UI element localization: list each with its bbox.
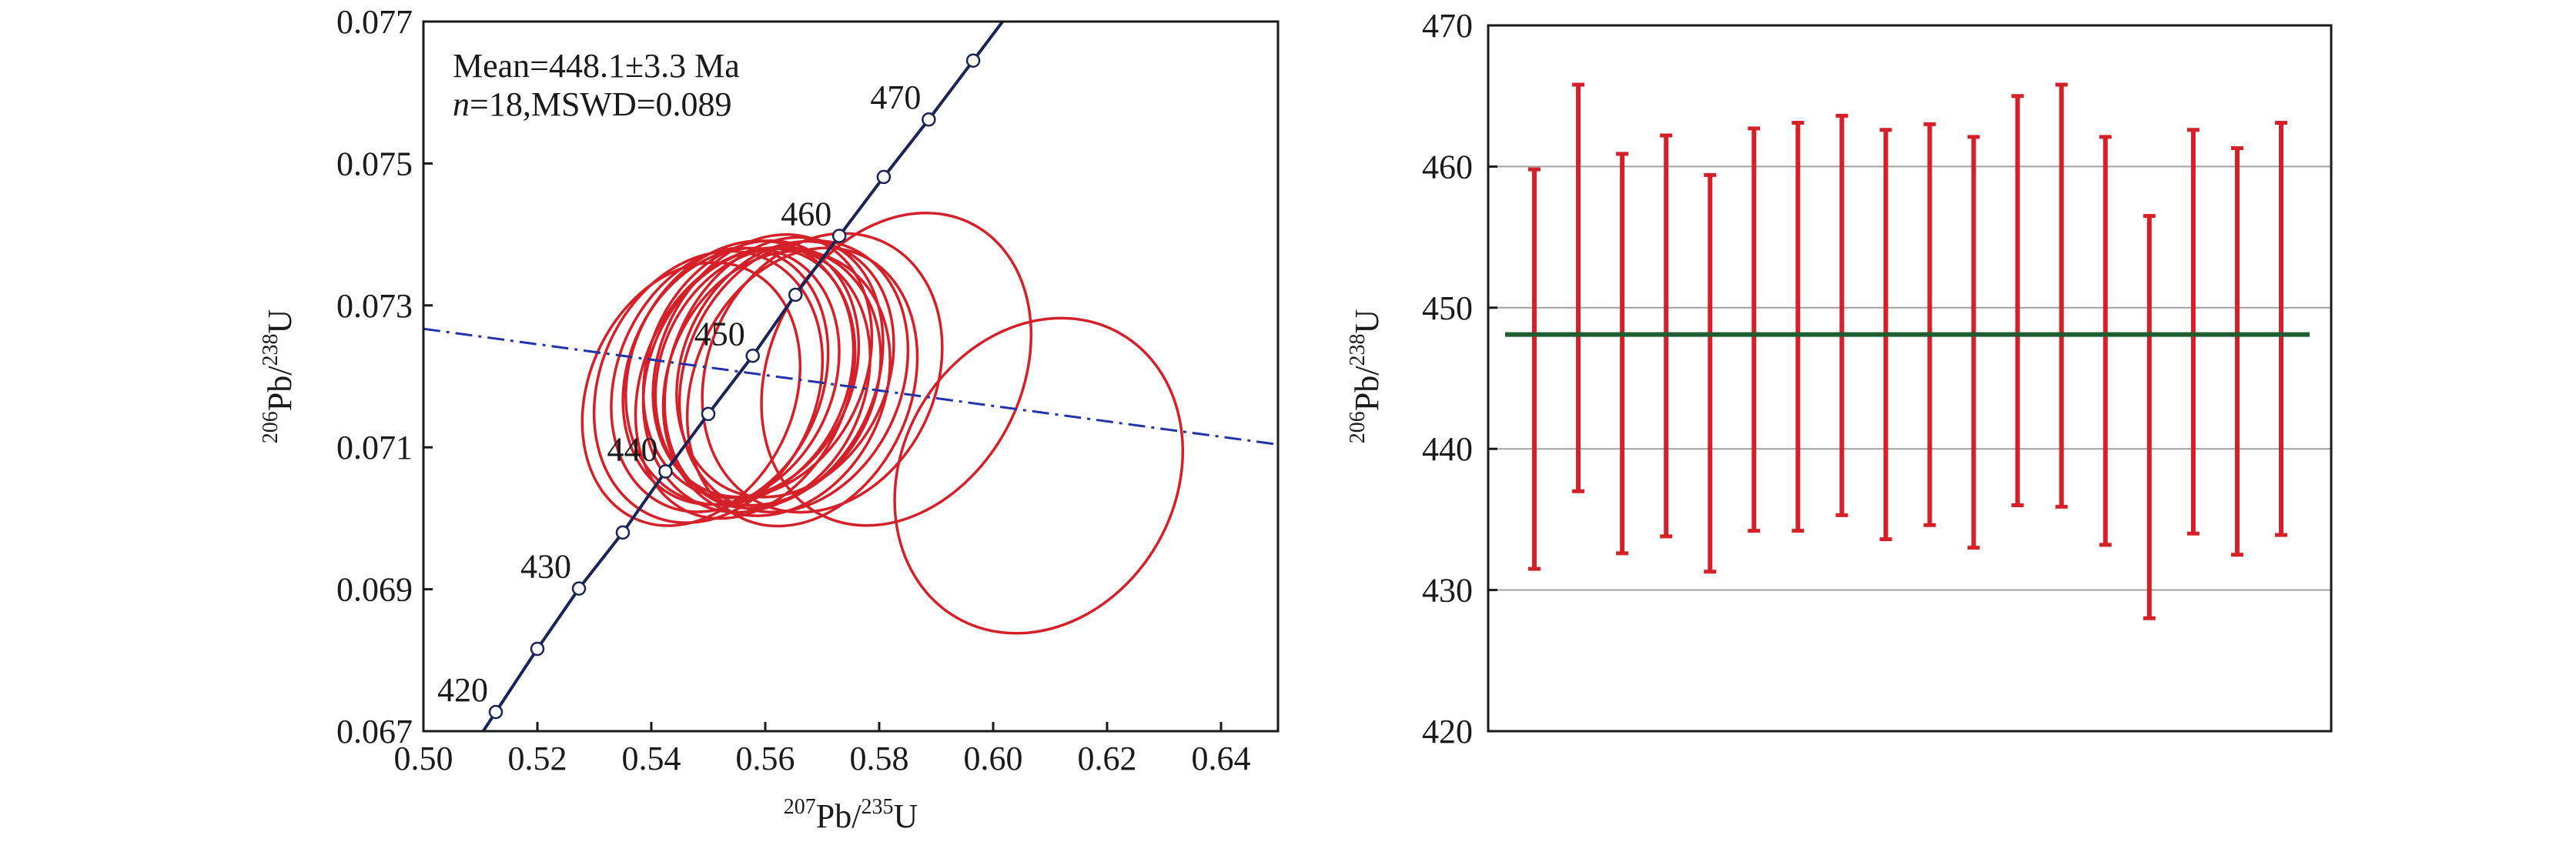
- concordia-curve: [481, 22, 1005, 731]
- error-bar: [2186, 128, 2200, 536]
- age-label: 430: [520, 548, 571, 586]
- errorbar-plot-frame: [1487, 24, 2333, 733]
- error-bar: [2275, 121, 2287, 537]
- age-label: 470: [870, 79, 921, 116]
- age-marker: [701, 406, 716, 422]
- concordia-age-markers: [488, 53, 981, 720]
- error-ellipse: [685, 246, 919, 528]
- error-bar: [1748, 126, 1761, 533]
- age-label: 440: [607, 431, 658, 469]
- error-ellipses: [580, 212, 1185, 635]
- mean-annotation: Mean=448.1±3.3 Ma: [453, 47, 740, 85]
- error-bar: [2230, 146, 2243, 557]
- age-marker: [831, 229, 847, 243]
- age-marker: [488, 704, 503, 720]
- error-bar: [1528, 167, 1541, 571]
- age-marker: [965, 53, 981, 68]
- error-bar: [1923, 122, 1936, 527]
- concordia-x-axis-label: 207Pb/235U: [784, 795, 918, 835]
- x-tick-label: 0.52: [508, 740, 567, 777]
- concordia-y-axis-label: 206Pb/238U: [259, 309, 299, 443]
- y-tick-label: 0.067: [336, 713, 413, 750]
- concordia-ticks: 0.50 0.52 0.54 0.56 0.58 0.60 0.62 0.64 0.067 0.0…: [336, 3, 1251, 777]
- age-marker: [530, 641, 545, 657]
- y-tick-label: 460: [1422, 148, 1473, 185]
- error-bar: [2011, 94, 2024, 508]
- y-tick-label: 440: [1422, 430, 1473, 468]
- error-bar: [1616, 152, 1629, 556]
- age-marker: [745, 349, 760, 363]
- discordia-line: [423, 327, 1278, 446]
- x-tick-label: 0.64: [1192, 740, 1251, 777]
- y-tick-label: 0.073: [336, 287, 413, 325]
- age-marker: [922, 112, 936, 127]
- age-label: 460: [781, 195, 831, 232]
- y-tick-label: 430: [1422, 572, 1473, 610]
- y-tick-label: 420: [1422, 713, 1473, 750]
- age-marker: [876, 169, 892, 185]
- y-tick-label: 0.069: [336, 571, 413, 609]
- errorbar-ticks: 470 460 450 440 430 420: [1422, 7, 1497, 750]
- error-bar: [2099, 135, 2112, 547]
- age-marker: [615, 525, 631, 540]
- x-tick-label: 0.54: [622, 740, 681, 777]
- y-tick-label: 0.075: [336, 145, 413, 182]
- errorbar-panel: 470 460 450 440 430 420 206Pb/238U: [1346, 7, 2333, 750]
- error-ellipse: [701, 232, 944, 514]
- y-tick-label: 0.077: [336, 3, 413, 41]
- y-tick-label: 470: [1422, 7, 1473, 45]
- error-ellipse: [893, 316, 1185, 635]
- age-marker: [571, 581, 587, 596]
- error-ellipse: [592, 249, 825, 524]
- concordia-age-labels: 420 430 440 450 460 470: [437, 79, 921, 709]
- errorbar-y-axis-label: 206Pb/238U: [1346, 309, 1386, 443]
- age-label: 450: [694, 315, 745, 353]
- error-ellipse: [641, 246, 871, 514]
- x-tick-label: 0.58: [850, 740, 909, 777]
- error-ellipse: [677, 239, 910, 514]
- error-bar: [1572, 82, 1585, 493]
- error-bars: [1528, 82, 2287, 620]
- error-bar: [1967, 135, 1980, 550]
- error-ellipse: [661, 249, 892, 517]
- errorbar-gridlines: [1488, 165, 2331, 591]
- error-bar: [2055, 82, 2068, 509]
- age-label: 420: [437, 671, 488, 709]
- x-tick-label: 0.56: [736, 740, 795, 777]
- y-tick-label: 0.071: [336, 429, 413, 466]
- error-bar: [1835, 113, 1848, 517]
- error-bar: [1791, 121, 1805, 533]
- x-tick-label: 0.60: [964, 740, 1023, 777]
- error-bar: [2143, 214, 2156, 620]
- n-mswd-annotation: n=18,MSWD=0.089: [453, 85, 732, 123]
- x-tick-label: 0.62: [1078, 740, 1137, 777]
- concordia-panel: 0.50 0.52 0.54 0.56 0.58 0.60 0.62 0.64 0.067 0.0…: [259, 3, 1280, 835]
- y-tick-label: 450: [1422, 289, 1473, 327]
- x-tick-label: 0.50: [394, 740, 453, 777]
- concordia-plot-frame: [422, 20, 1280, 733]
- age-marker: [658, 464, 673, 479]
- age-marker: [788, 287, 803, 302]
- error-bar: [1704, 172, 1717, 574]
